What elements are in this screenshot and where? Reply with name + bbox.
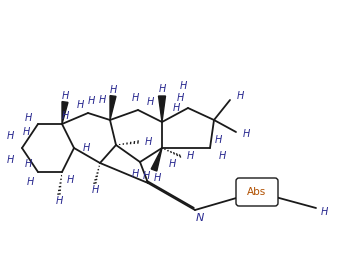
Text: H: H — [55, 196, 63, 206]
Text: H: H — [144, 137, 152, 147]
Text: H: H — [6, 155, 14, 165]
Text: H: H — [61, 111, 69, 121]
Text: H: H — [168, 159, 176, 169]
Text: H: H — [24, 113, 32, 123]
Text: H: H — [158, 84, 166, 94]
Text: H: H — [320, 207, 328, 217]
Text: H: H — [153, 173, 161, 183]
Text: H: H — [242, 129, 250, 139]
Text: H: H — [87, 96, 95, 106]
Polygon shape — [110, 96, 116, 120]
Text: H: H — [6, 131, 14, 141]
Text: H: H — [179, 81, 187, 91]
Text: H: H — [146, 97, 154, 107]
Text: Abs: Abs — [247, 187, 267, 197]
FancyBboxPatch shape — [236, 178, 278, 206]
Text: H: H — [109, 85, 117, 95]
Text: H: H — [142, 171, 150, 181]
Text: H: H — [186, 151, 194, 161]
Text: H: H — [76, 100, 84, 110]
Text: H: H — [61, 91, 69, 101]
Text: H: H — [131, 169, 139, 179]
Polygon shape — [158, 96, 165, 122]
Text: H: H — [236, 91, 244, 101]
Text: H: H — [218, 151, 226, 161]
Polygon shape — [62, 102, 68, 124]
Text: N: N — [196, 213, 204, 223]
Text: H: H — [176, 93, 184, 103]
Text: H: H — [131, 93, 139, 103]
Text: H: H — [26, 177, 34, 187]
Text: H: H — [24, 159, 32, 169]
Text: H: H — [82, 143, 90, 153]
Polygon shape — [151, 148, 162, 171]
Text: H: H — [98, 95, 106, 105]
Text: H: H — [91, 185, 99, 195]
Text: H: H — [66, 175, 74, 185]
Text: H: H — [214, 135, 222, 145]
Text: H: H — [172, 103, 180, 113]
Text: H: H — [22, 127, 30, 137]
